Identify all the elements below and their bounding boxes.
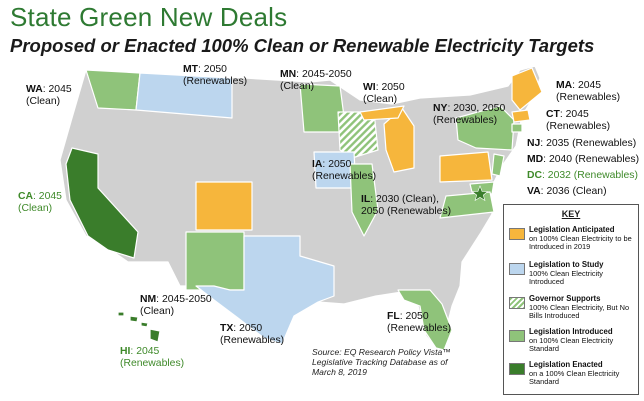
label-MN: MN: 2045-2050 (Clean) <box>280 69 352 92</box>
state-HI-1 <box>117 311 125 317</box>
label-IA: IA: 2050 (Renewables) <box>312 159 377 182</box>
state-IL <box>349 163 379 237</box>
label-NJ: NJ: 2035 (Renewables) <box>527 138 637 149</box>
state-NM <box>185 231 245 291</box>
source-note: Source: EQ Research Policy Vista™ Legisl… <box>312 347 451 377</box>
page-subtitle: Proposed or Enacted 100% Clean or Renewa… <box>10 35 595 56</box>
legend-swatch-governor <box>509 297 525 309</box>
label-TX: TX: 2050 (Renewables) <box>220 323 285 346</box>
state-NJ <box>491 153 505 177</box>
state-HI-3 <box>140 321 149 328</box>
page-title: State Green New Deals <box>10 2 288 32</box>
legend-title: KEY <box>561 209 581 219</box>
label-MD: MD: 2040 (Renewables) <box>527 154 640 165</box>
map-legend: KEY Legislation Anticipated on 100% Clean… <box>503 204 639 395</box>
state-ME <box>511 67 543 111</box>
dc-star-marker <box>471 185 489 202</box>
state-PA <box>439 151 493 183</box>
legend-swatch-study <box>509 263 525 275</box>
label-CA: CA: 2045 (Clean) <box>18 191 62 214</box>
state-MT <box>135 72 233 119</box>
label-NY: NY: 2030, 2050 (Renewables) <box>433 103 506 126</box>
label-WA: WA: 2045 (Clean) <box>26 84 72 107</box>
label-MA: MA: 2045 (Renewables) <box>556 80 621 103</box>
label-IL: IL: 2030 (Clean), 2050 (Renewables) <box>361 194 452 217</box>
legend-swatch-anticipated <box>509 228 525 240</box>
state-CT <box>511 123 523 133</box>
state-FL <box>397 289 453 351</box>
label-MT: MT: 2050 (Renewables) <box>183 64 248 87</box>
state-MI-upper <box>359 105 405 121</box>
state-HI-4 <box>149 328 161 343</box>
label-VA: VA: 2036 (Clean) <box>527 186 607 197</box>
state-TX <box>195 235 335 345</box>
state-MD <box>469 181 495 195</box>
legend-swatch-introduced <box>509 330 525 342</box>
state-CO <box>195 181 253 231</box>
label-NM: NM: 2045-2050 (Clean) <box>140 294 212 317</box>
label-FL: FL: 2050 (Renewables) <box>387 311 452 334</box>
label-WI: WI: 2050 (Clean) <box>363 82 405 105</box>
label-DC: DC: 2032 (Renewables) <box>527 170 638 181</box>
legend-swatch-enacted <box>509 363 525 375</box>
state-CA <box>65 147 139 259</box>
state-NY <box>455 105 515 151</box>
label-CT: CT: 2045 (Renewables) <box>546 109 611 132</box>
label-HI: HI: 2045 (Renewables) <box>120 346 185 369</box>
state-MA <box>511 109 531 123</box>
state-HI-2 <box>129 315 139 323</box>
